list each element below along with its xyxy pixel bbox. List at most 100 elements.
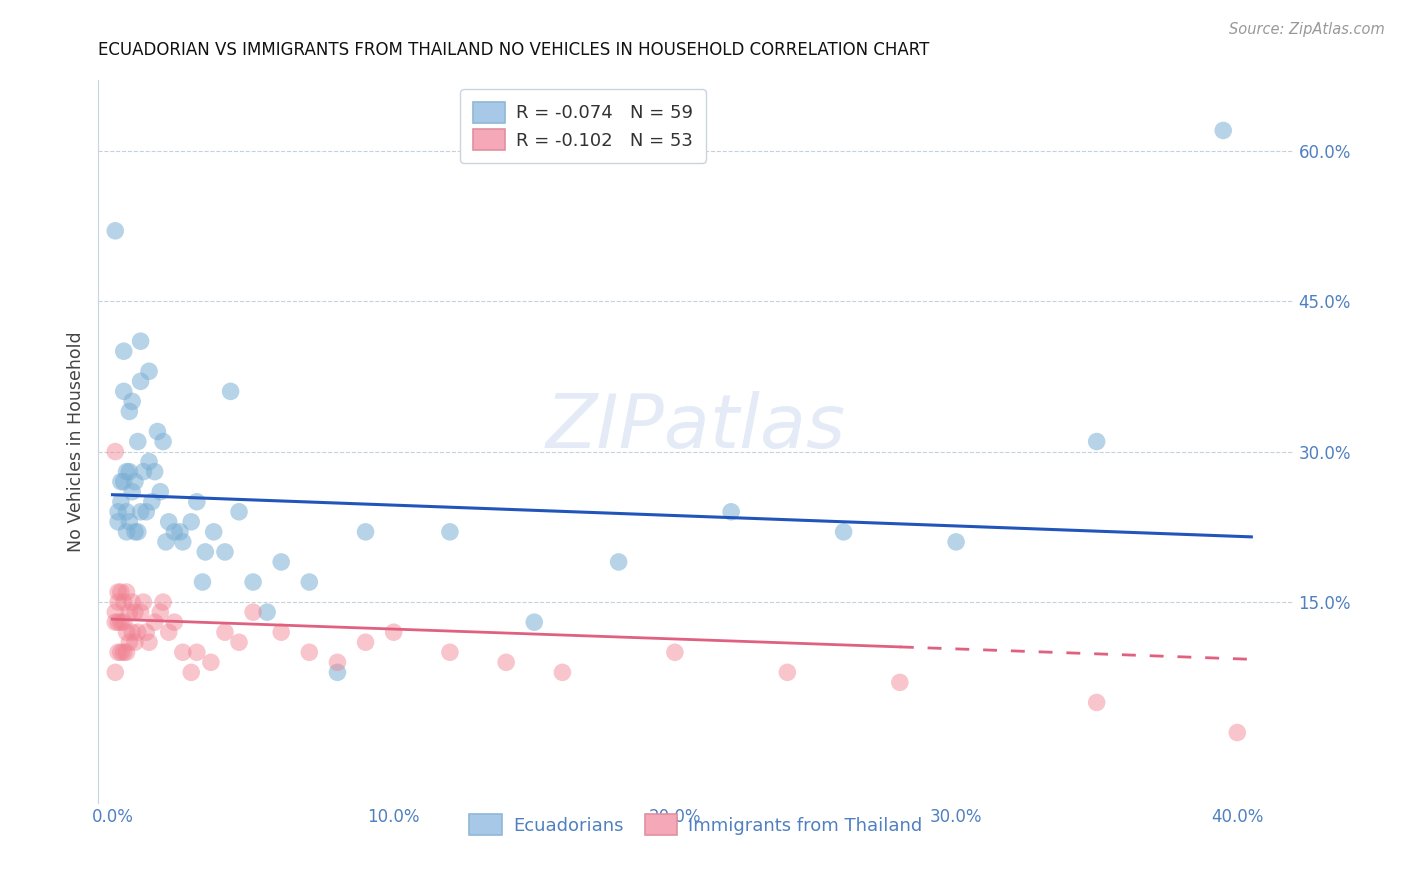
Legend: Ecuadorians, Immigrants from Thailand: Ecuadorians, Immigrants from Thailand [457, 802, 935, 848]
Point [194, 545, 217, 559]
Point [141, 494, 163, 508]
Point [298, 575, 321, 590]
Point [104, 444, 127, 458]
Point [110, 494, 132, 508]
Point [121, 625, 143, 640]
Point [1212, 123, 1234, 137]
Point [135, 505, 157, 519]
Point [172, 535, 194, 549]
Point [107, 645, 129, 659]
Point [115, 625, 138, 640]
Point [889, 675, 911, 690]
Point [112, 344, 135, 359]
Point [118, 605, 141, 619]
Point [127, 434, 149, 449]
Point [107, 615, 129, 630]
Point [121, 484, 143, 499]
Point [186, 645, 208, 659]
Point [326, 665, 349, 680]
Point [129, 334, 152, 349]
Point [1085, 434, 1108, 449]
Point [110, 615, 132, 630]
Point [135, 625, 157, 640]
Point [1085, 696, 1108, 710]
Point [180, 665, 202, 680]
Point [138, 455, 160, 469]
Point [115, 585, 138, 599]
Point [104, 605, 127, 619]
Point [152, 595, 174, 609]
Text: ECUADORIAN VS IMMIGRANTS FROM THAILAND NO VEHICLES IN HOUSEHOLD CORRELATION CHAR: ECUADORIAN VS IMMIGRANTS FROM THAILAND N… [98, 41, 929, 59]
Point [180, 515, 202, 529]
Point [112, 475, 135, 489]
Point [107, 505, 129, 519]
Point [115, 465, 138, 479]
Point [256, 605, 278, 619]
Point [228, 505, 250, 519]
Point [112, 384, 135, 399]
Point [214, 545, 236, 559]
Point [157, 625, 180, 640]
Point [228, 635, 250, 649]
Point [124, 605, 146, 619]
Point [107, 595, 129, 609]
Point [607, 555, 630, 569]
Point [118, 404, 141, 418]
Point [720, 505, 742, 519]
Point [132, 465, 155, 479]
Point [110, 645, 132, 659]
Point [152, 434, 174, 449]
Point [118, 515, 141, 529]
Point [124, 524, 146, 539]
Point [118, 635, 141, 649]
Point [776, 665, 799, 680]
Point [143, 615, 166, 630]
Point [149, 605, 172, 619]
Point [169, 524, 191, 539]
Point [129, 505, 152, 519]
Point [163, 524, 186, 539]
Point [112, 645, 135, 659]
Y-axis label: No Vehicles in Household: No Vehicles in Household [67, 331, 86, 552]
Point [132, 595, 155, 609]
Point [242, 575, 264, 590]
Point [664, 645, 686, 659]
Point [104, 665, 127, 680]
Point [107, 515, 129, 529]
Point [219, 384, 242, 399]
Point [115, 645, 138, 659]
Point [551, 665, 574, 680]
Point [115, 524, 138, 539]
Point [110, 475, 132, 489]
Point [191, 575, 214, 590]
Point [110, 585, 132, 599]
Point [270, 625, 292, 640]
Point [354, 524, 377, 539]
Point [945, 535, 967, 549]
Point [186, 494, 208, 508]
Point [124, 635, 146, 649]
Point [104, 224, 127, 238]
Point [163, 615, 186, 630]
Point [121, 394, 143, 409]
Point [495, 655, 517, 669]
Point [143, 465, 166, 479]
Point [382, 625, 405, 640]
Point [157, 515, 180, 529]
Point [112, 615, 135, 630]
Point [107, 585, 129, 599]
Point [155, 535, 177, 549]
Point [439, 645, 461, 659]
Point [121, 595, 143, 609]
Point [326, 655, 349, 669]
Point [127, 625, 149, 640]
Point [270, 555, 292, 569]
Point [129, 375, 152, 389]
Point [149, 484, 172, 499]
Point [172, 645, 194, 659]
Point [124, 475, 146, 489]
Point [523, 615, 546, 630]
Point [832, 524, 855, 539]
Point [138, 635, 160, 649]
Point [214, 625, 236, 640]
